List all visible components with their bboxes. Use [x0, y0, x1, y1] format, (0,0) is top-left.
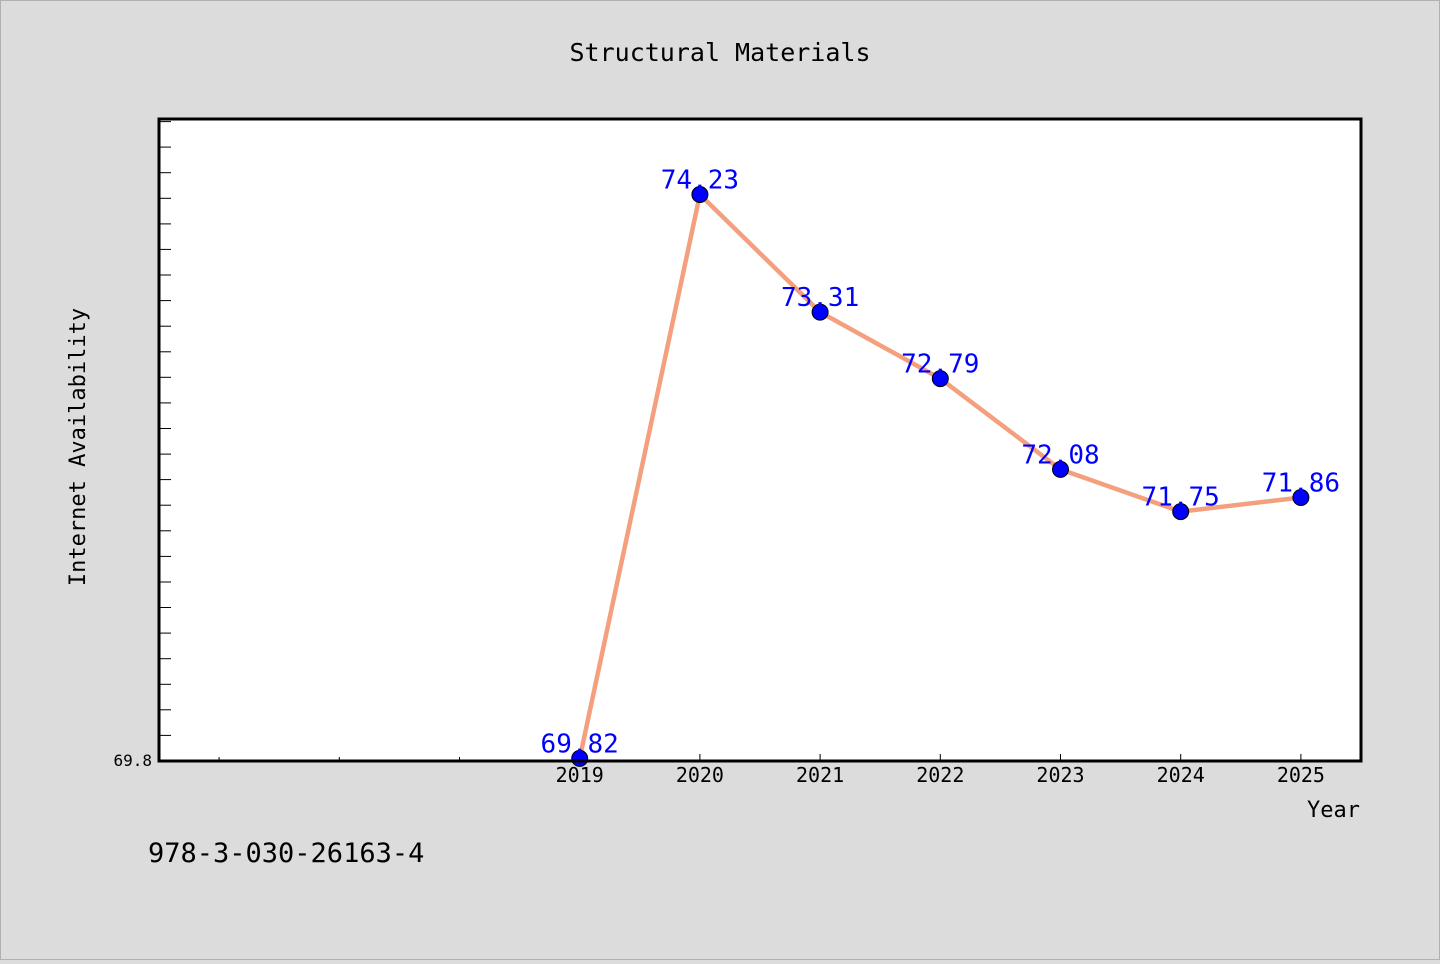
data-label: 73.31: [781, 283, 859, 313]
data-point: [1052, 460, 1069, 478]
x-tick-label: 2019: [556, 763, 604, 787]
data-point: [931, 370, 949, 388]
data-label: 72.08: [1021, 440, 1099, 470]
data-label: 69.82: [541, 729, 619, 759]
x-tick-label: 2022: [916, 763, 964, 787]
data-point: [1172, 503, 1190, 521]
plot-frame: [157, 117, 1363, 763]
data-labels: 69.82 74.23 73.31 72.79 72.08 71.75 71.8…: [541, 166, 1340, 760]
footer-id-text: 978-3-030-26163-4: [148, 838, 424, 869]
data-point: [691, 186, 709, 203]
chart-title: Structural Materials: [569, 38, 870, 67]
x-tick-label: 2025: [1277, 763, 1325, 787]
x-tick-label: 2024: [1157, 763, 1205, 787]
data-point: [811, 303, 829, 321]
y-tick-label: 69.8: [113, 751, 152, 770]
data-label: 71.86: [1262, 469, 1340, 499]
x-axis-label: Year: [1307, 798, 1360, 823]
data-label: 71.75: [1142, 483, 1220, 513]
data-label: 74.23: [661, 166, 739, 196]
data-point: [1292, 489, 1310, 506]
x-tick-labels: 2019 2020 2021 2022 2023 2024 2025: [556, 763, 1325, 787]
x-tick-label: 2020: [676, 763, 724, 787]
x-tick-label: 2021: [796, 763, 844, 787]
plot-area: [159, 119, 1361, 761]
x-tick-label: 2023: [1036, 763, 1084, 787]
data-label: 72.79: [901, 350, 979, 380]
y-axis-label: Internet Availability: [66, 308, 91, 586]
